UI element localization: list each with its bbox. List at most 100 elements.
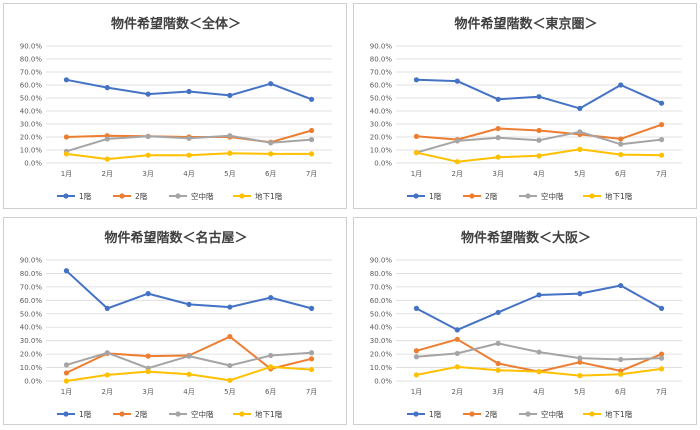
data-point: [495, 367, 501, 373]
data-point: [658, 355, 665, 361]
chart-panel-osaka: 物件希望階数＜大阪＞ 0.0% 10.0% 20.0% 30.0% 40.0% 50.0% 6…: [353, 217, 697, 425]
legend-swatch-marker: [239, 411, 245, 417]
x-tick-label: 3月: [492, 170, 503, 178]
data-point: [618, 356, 624, 363]
legend-label: 空中階: [541, 409, 564, 419]
data-point: [454, 336, 460, 342]
x-tick-label: 1月: [411, 170, 422, 178]
data-point: [308, 127, 315, 134]
x-tick-label: 2月: [452, 388, 463, 396]
data-point: [454, 327, 460, 333]
data-point: [658, 351, 665, 357]
x-tick-label: 5月: [574, 388, 585, 396]
x-tick-label: 6月: [265, 388, 276, 396]
x-tick-label: 7月: [306, 388, 317, 396]
y-tick-label: 30.0%: [20, 337, 43, 345]
data-point: [308, 366, 315, 373]
data-point: [413, 348, 420, 354]
y-tick-label: 60.0%: [370, 297, 393, 305]
data-point: [495, 309, 501, 316]
data-point: [104, 136, 110, 142]
y-tick-label: 80.0%: [370, 270, 393, 278]
legend-label: 2階: [485, 191, 498, 201]
data-point: [186, 301, 192, 307]
data-point: [227, 334, 233, 340]
legend-item: 1階: [407, 191, 442, 201]
y-tick-label: 40.0%: [20, 108, 43, 116]
y-tick-label: 60.0%: [20, 297, 43, 305]
legend-label: 空中階: [191, 409, 214, 419]
data-point: [618, 136, 624, 142]
x-tick-label: 5月: [224, 170, 235, 178]
data-point: [268, 151, 274, 157]
data-point: [536, 349, 542, 355]
legend-swatch-marker: [525, 411, 531, 417]
y-tick-label: 80.0%: [20, 56, 43, 64]
legend-item: 2階: [113, 409, 148, 419]
data-point: [495, 96, 501, 102]
y-tick-label: 20.0%: [370, 134, 393, 142]
x-tick-label: 3月: [142, 388, 153, 396]
y-tick-label: 40.0%: [370, 324, 393, 332]
data-point: [495, 154, 501, 160]
x-tick-label: 7月: [656, 170, 667, 178]
data-point: [63, 378, 70, 384]
legend-item: 空中階: [519, 191, 564, 201]
y-tick-label: 30.0%: [20, 121, 43, 129]
data-point: [227, 133, 233, 139]
data-point: [308, 96, 315, 102]
legend-swatch-marker: [413, 411, 419, 417]
y-tick-label: 70.0%: [20, 283, 43, 291]
legend-label: 2階: [135, 191, 148, 201]
y-tick-label: 60.0%: [20, 82, 43, 90]
x-tick-label: 4月: [533, 170, 544, 178]
data-point: [536, 292, 542, 298]
y-tick-label: 30.0%: [370, 337, 393, 345]
y-tick-label: 10.0%: [370, 364, 393, 372]
x-tick-label: 4月: [183, 388, 194, 396]
data-point: [104, 85, 110, 91]
chart-title: 物件希望階数＜全体＞: [111, 16, 241, 32]
data-point: [104, 372, 110, 378]
data-point: [227, 92, 233, 98]
data-point: [454, 350, 460, 357]
data-point: [536, 153, 542, 159]
series-line-0: [415, 284, 663, 331]
legend-swatch-marker: [63, 411, 69, 417]
chart-svg-osaka: 物件希望階数＜大阪＞ 0.0% 10.0% 20.0% 30.0% 40.0% 50.0% 6…: [370, 230, 682, 419]
legend-label: 地下1階: [255, 409, 283, 419]
data-point: [413, 372, 420, 378]
y-tick-label: 70.0%: [370, 283, 393, 291]
y-tick-label: 0.0%: [374, 378, 392, 386]
data-point: [413, 77, 420, 83]
legend-item: 1階: [407, 409, 442, 419]
legend-swatch-marker: [413, 193, 419, 199]
x-tick-label: 5月: [224, 388, 235, 396]
legend-label: 空中階: [541, 191, 564, 201]
chart-svg-nagoya: 物件希望階数＜名古屋＞ 0.0% 10.0% 20.0% 30.0% 40.0% 50.0%…: [20, 230, 332, 419]
data-point: [145, 133, 151, 139]
data-point: [577, 359, 583, 365]
y-tick-label: 60.0%: [370, 82, 393, 90]
data-point: [577, 355, 583, 361]
data-point: [577, 129, 583, 135]
data-point: [186, 371, 192, 377]
x-tick-label: 6月: [615, 170, 626, 178]
y-tick-label: 50.0%: [370, 310, 393, 318]
data-point: [658, 305, 665, 311]
chart-panel-all: 物件希望階数＜全体＞ 0.0% 10.0% 20.0% 30.0% 40.0% 50.0% 6…: [3, 3, 347, 209]
legend-swatch-marker: [175, 411, 181, 417]
x-tick-label: 1月: [411, 388, 422, 396]
legend-swatch-marker: [119, 193, 125, 199]
legend-label: 地下1階: [255, 191, 283, 201]
data-point: [536, 94, 542, 100]
x-tick-label: 5月: [574, 170, 585, 178]
data-point: [308, 151, 315, 157]
data-point: [145, 152, 151, 158]
chart-title: 物件希望階数＜東京圏＞: [454, 16, 597, 32]
data-point: [268, 364, 274, 370]
data-point: [227, 377, 233, 383]
x-tick-label: 4月: [533, 388, 544, 396]
x-tick-label: 3月: [492, 388, 503, 396]
legend-item: 1階: [57, 191, 92, 201]
